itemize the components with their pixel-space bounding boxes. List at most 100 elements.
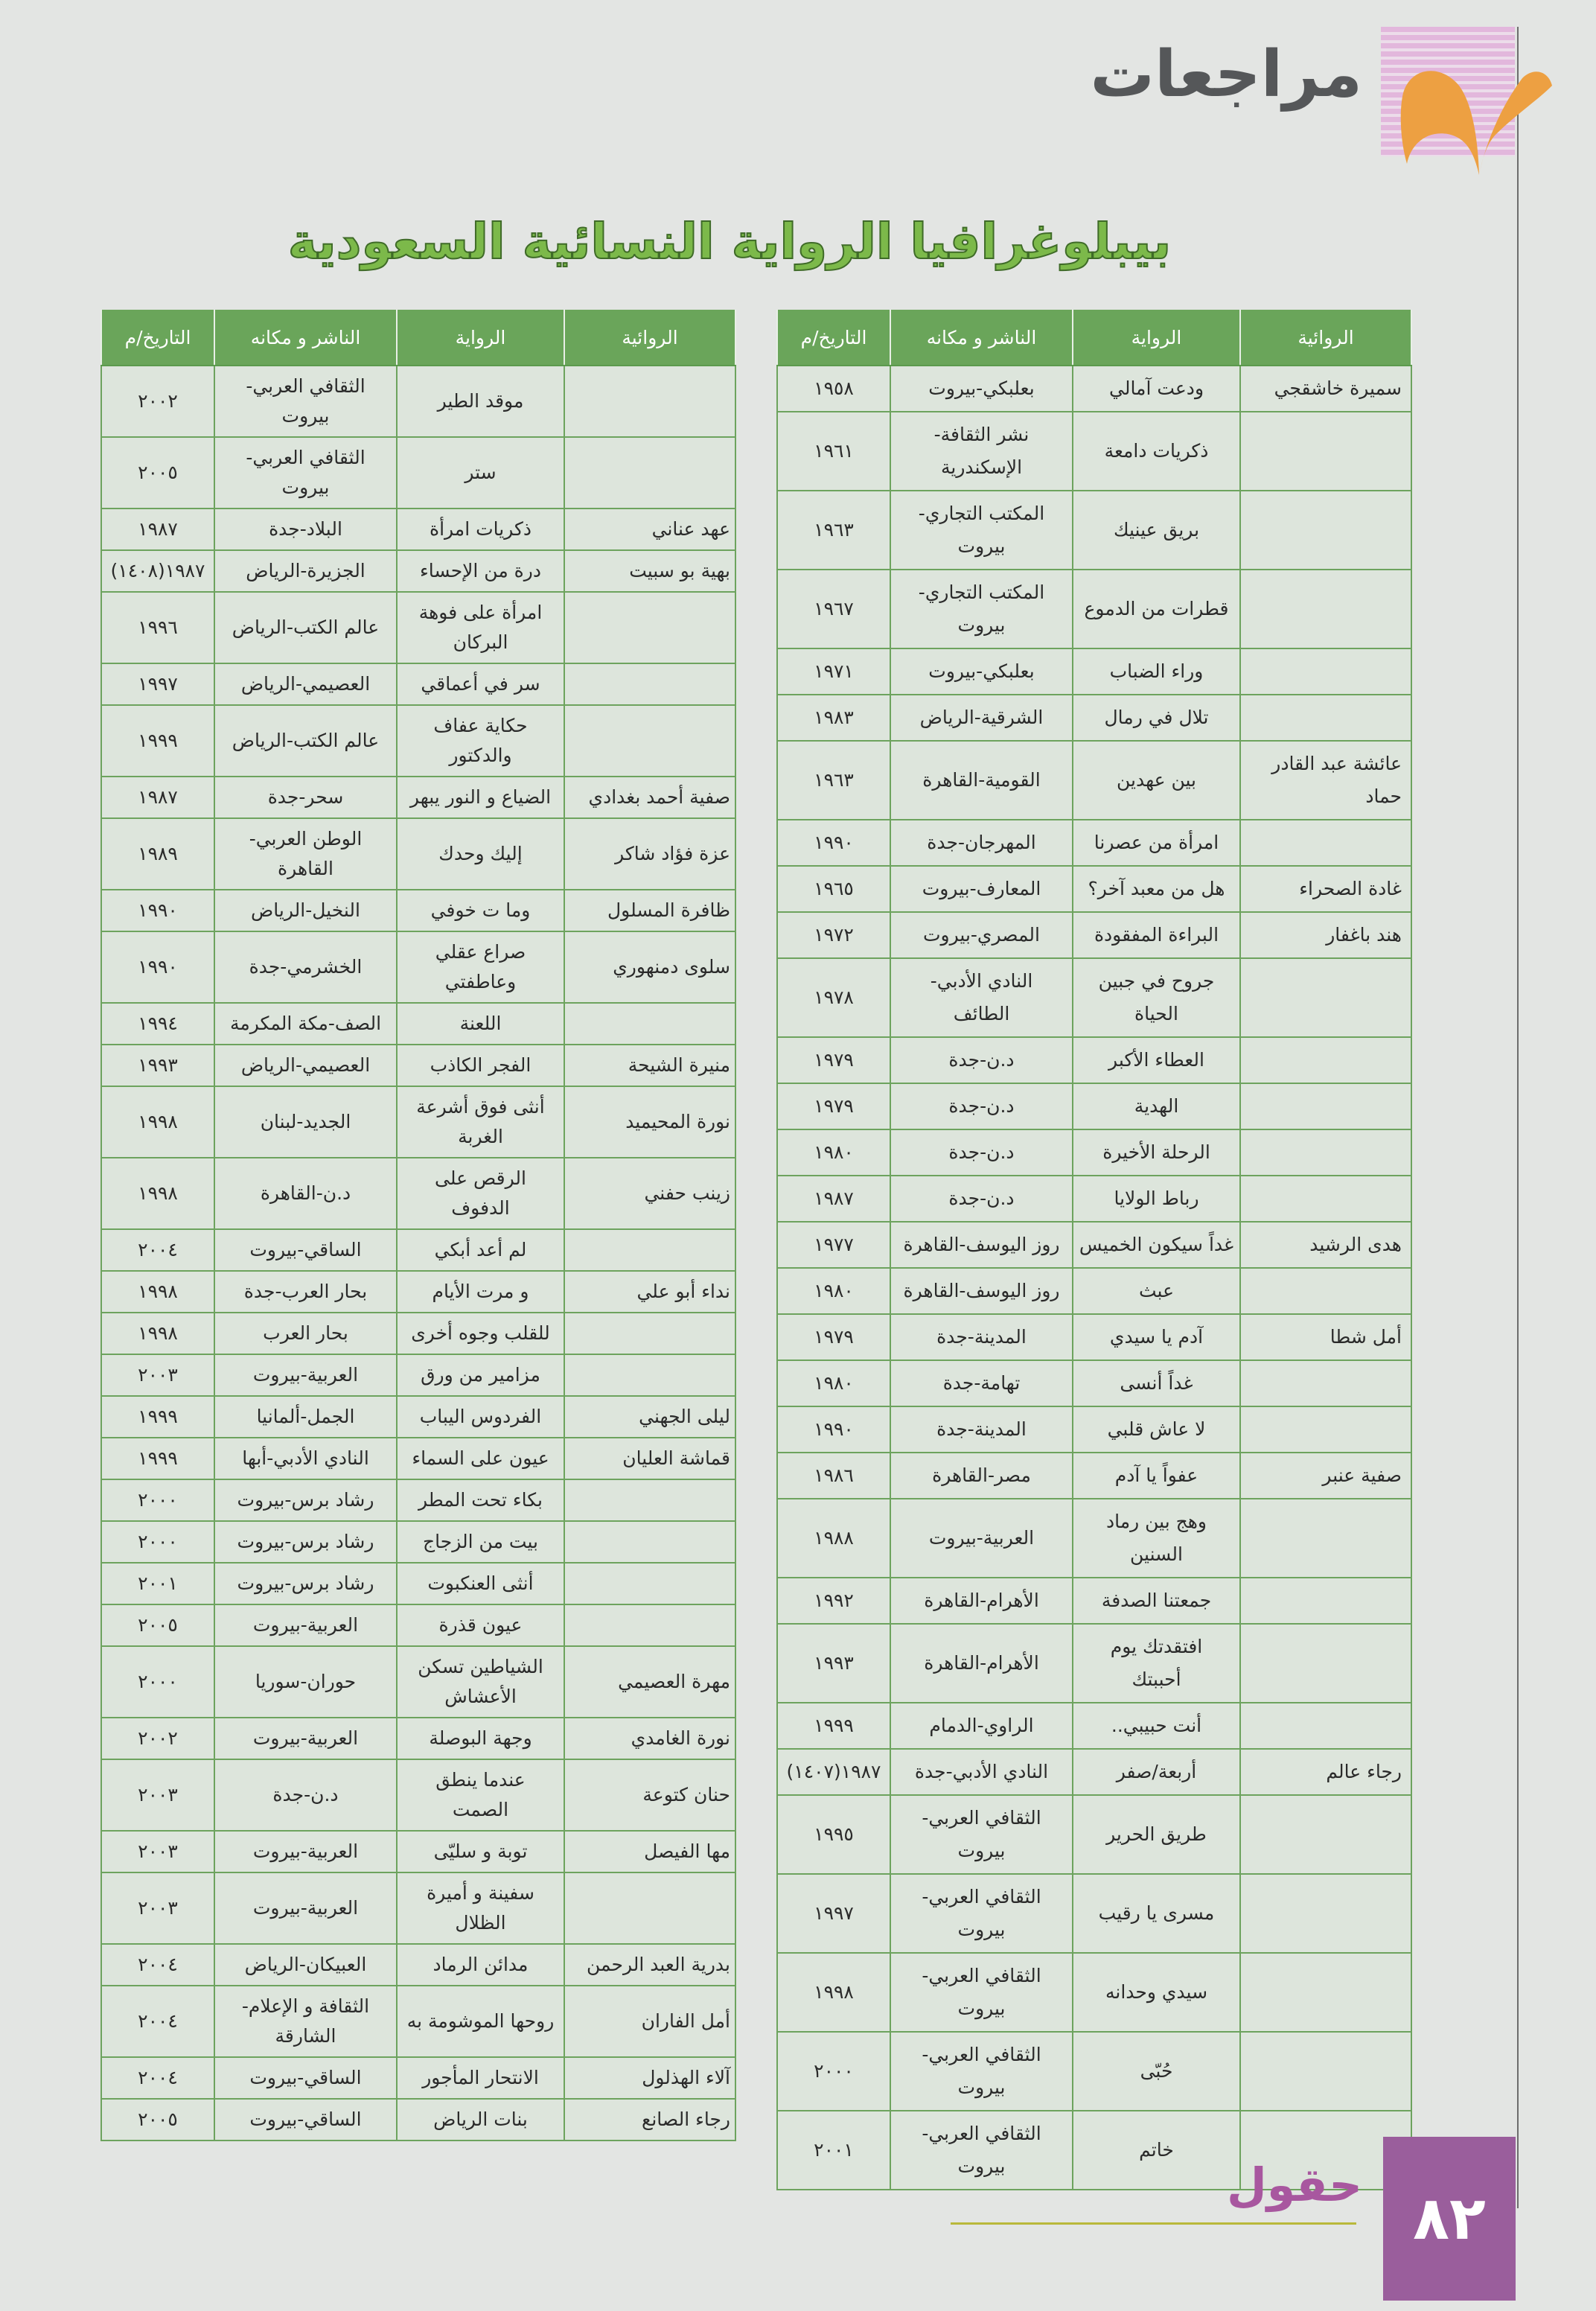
cell-author: مها الفيصل bbox=[564, 1830, 736, 1873]
table-header-row: الروائية الرواية الناشر و مكانه التاريخ/… bbox=[776, 310, 1412, 366]
cell-author bbox=[564, 591, 736, 664]
cell-novel: أربعة/صفر bbox=[1072, 1748, 1241, 1796]
cell-publisher: المدينة-جدة bbox=[890, 1313, 1073, 1361]
cell-publisher: روز اليوسف-القاهرة bbox=[890, 1267, 1073, 1315]
cell-publisher: د.ن-جدة bbox=[214, 1759, 398, 1832]
cell-novel: أنثى فوق أشرعة الغربة bbox=[396, 1086, 565, 1158]
cell-date: ١٩٩٠ bbox=[100, 931, 215, 1004]
cell-novel: بين عهدين bbox=[1072, 740, 1241, 820]
cell-date: ١٩٨٧ bbox=[100, 508, 215, 551]
table-row: قطرات من الدموع المكتب التجاري- بيروت ١٩٦٧ bbox=[776, 569, 1412, 649]
cell-publisher: الجمل-ألمانيا bbox=[214, 1395, 398, 1438]
cell-novel: وجهة البوصلة bbox=[396, 1717, 565, 1760]
table-row: نورة الغامدي وجهة البوصلة العربية-بيروت ٢٠٠… bbox=[100, 1717, 736, 1760]
table-row: عائشة عبد القادر حماد بين عهدين القومية-ال… bbox=[776, 740, 1412, 820]
cell-author: منيرة الشيحة bbox=[564, 1044, 736, 1087]
table-row: هند باغفار البراءة المفقودة المصري-بيروت ١٩… bbox=[776, 911, 1412, 959]
cell-author: سميرة خاشقجي bbox=[1239, 365, 1412, 412]
table-row: سر في أعماقي العصيمي-الرياض ١٩٩٧ bbox=[100, 663, 736, 706]
cell-novel: ستر bbox=[396, 436, 565, 509]
cell-author bbox=[564, 1312, 736, 1355]
table-row: سميرة خاشقجي ودعت آمالي بعلبكي-بيروت ١٩٥٨ bbox=[776, 365, 1412, 412]
table-row: غادة الصحراء هل من معبد آخر؟ المعارف-بيروت… bbox=[776, 865, 1412, 913]
cell-novel: بكاء تحت المطر bbox=[396, 1479, 565, 1522]
cell-publisher: الشرقية-الرياض bbox=[890, 694, 1073, 742]
cell-author: رجاء الصانع bbox=[564, 2098, 736, 2141]
cell-publisher: العصيمي-الرياض bbox=[214, 663, 398, 706]
cell-novel: لا عاش قلبي bbox=[1072, 1406, 1241, 1453]
cell-novel: مدائن الرماد bbox=[396, 1943, 565, 1986]
table-row: صفية أحمد بغدادي الضياع و النور يبهر سحر-ج… bbox=[100, 776, 736, 819]
cell-date: ١٩٦٣ bbox=[776, 490, 891, 570]
cell-publisher: رشاد برس-بيروت bbox=[214, 1562, 398, 1605]
column-header-novel: الرواية bbox=[396, 310, 565, 366]
table-row: منيرة الشيحة الفجر الكاذب العصيمي-الرياض ١٩… bbox=[100, 1044, 736, 1087]
table-row: ليلى الجهني الفردوس اليباب الجمل-ألمانيا ١٩… bbox=[100, 1395, 736, 1438]
table-row: بريق عينيك المكتب التجاري- بيروت ١٩٦٣ bbox=[776, 490, 1412, 570]
cell-novel: رباط الولايا bbox=[1072, 1175, 1241, 1223]
table-row: أنثى العنكبوت رشاد برس-بيروت ٢٠٠١ bbox=[100, 1562, 736, 1605]
cell-author bbox=[564, 663, 736, 706]
cell-author: عزة فؤاد شاكر bbox=[564, 817, 736, 890]
cell-author bbox=[564, 1604, 736, 1647]
cell-publisher: الثقافي العربي- بيروت bbox=[890, 1794, 1073, 1875]
cell-author bbox=[1239, 819, 1412, 867]
cell-publisher: تهامة-جدة bbox=[890, 1359, 1073, 1407]
cell-date: ١٩٥٨ bbox=[776, 365, 891, 412]
cell-date: ١٩٩٠ bbox=[100, 889, 215, 932]
cell-author bbox=[564, 436, 736, 509]
cell-publisher: الثقافي العربي- بيروت bbox=[890, 1873, 1073, 1954]
cell-novel: اللعنة bbox=[396, 1002, 565, 1045]
page-number: ٨٢ bbox=[1413, 2184, 1486, 2253]
cell-publisher: العربية-بيروت bbox=[890, 1498, 1073, 1578]
cell-publisher: النادي الأدبي-جدة bbox=[890, 1748, 1073, 1796]
cell-author bbox=[1239, 1406, 1412, 1453]
cell-date: ١٩٧٢ bbox=[776, 911, 891, 959]
cell-date: ١٩٧٨ bbox=[776, 957, 891, 1038]
cell-novel: توبة و سليّى bbox=[396, 1830, 565, 1873]
cell-date: ١٩٩٨ bbox=[776, 1952, 891, 2033]
cell-publisher: مصر-القاهرة bbox=[890, 1452, 1073, 1499]
cell-novel: مزامير من ورق bbox=[396, 1354, 565, 1397]
cell-date: ١٩٩٦ bbox=[100, 591, 215, 664]
cell-author bbox=[1239, 1498, 1412, 1578]
cell-date: ١٩٨٩ bbox=[100, 817, 215, 890]
cell-date: ٢٠٠٤ bbox=[100, 2056, 215, 2100]
table-row: بدرية العبد الرحمن مدائن الرماد العبيكان-ا… bbox=[100, 1943, 736, 1986]
huqool-logo-icon: حقول bbox=[1227, 2158, 1362, 2212]
cell-date: ١٩٨٧(١٤٠٧) bbox=[776, 1748, 891, 1796]
cell-author bbox=[1239, 1036, 1412, 1084]
table-row: عبث روز اليوسف-القاهرة ١٩٨٠ bbox=[776, 1267, 1412, 1315]
cell-date: ٢٠٠٣ bbox=[100, 1830, 215, 1873]
table-row: رجاء عالم أربعة/صفر النادي الأدبي-جدة ١٩٨٧(… bbox=[776, 1748, 1412, 1796]
cell-publisher: رشاد برس-بيروت bbox=[214, 1479, 398, 1522]
cell-date: ١٩٩٥ bbox=[776, 1794, 891, 1875]
cell-date: ١٩٩٤ bbox=[100, 1002, 215, 1045]
cell-novel: بريق عينيك bbox=[1072, 490, 1241, 570]
cell-publisher: الثقافي العربي- بيروت bbox=[890, 1952, 1073, 2033]
table-row: عهد عناني ذكريات امرأة البلاد-جدة ١٩٨٧ bbox=[100, 508, 736, 551]
table-row: مزامير من ورق العربية-بيروت ٢٠٠٣ bbox=[100, 1354, 736, 1397]
page-title: بيبلوغرافيا الرواية النسائية السعودية bbox=[287, 212, 1172, 271]
cell-novel: وهج بين رماد السنين bbox=[1072, 1498, 1241, 1578]
cell-publisher: العربية-بيروت bbox=[214, 1872, 398, 1945]
cell-novel: مسرى يا رقيب bbox=[1072, 1873, 1241, 1954]
cell-date: ١٩٨٦ bbox=[776, 1452, 891, 1499]
table-row: بيت من الزجاج رشاد برس-بيروت ٢٠٠٠ bbox=[100, 1520, 736, 1563]
cell-novel: سفينة و أميرة الظلال bbox=[396, 1872, 565, 1945]
table-row: جروح في جبين الحياة النادي الأدبي- الطائف… bbox=[776, 957, 1412, 1038]
cell-author: أمل الفاران bbox=[564, 1985, 736, 2058]
cell-author: ليلى الجهني bbox=[564, 1395, 736, 1438]
cell-author bbox=[564, 704, 736, 777]
column-header-publisher: الناشر و مكانه bbox=[214, 310, 398, 366]
table-row: أمل شطا آدم يا سيدي المدينة-جدة ١٩٧٩ bbox=[776, 1313, 1412, 1361]
table-row: حنان كتوعة عندما ينطق الصمت د.ن-جدة ٢٠٠٣ bbox=[100, 1759, 736, 1832]
cell-author: ظافرة المسلول bbox=[564, 889, 736, 932]
table-row: الهدية د.ن-جدة ١٩٧٩ bbox=[776, 1083, 1412, 1130]
cell-author: نورة المحيميد bbox=[564, 1086, 736, 1158]
cell-publisher: الخشرمي-جدة bbox=[214, 931, 398, 1004]
cell-author bbox=[1239, 2031, 1412, 2111]
cell-date: ١٩٧٩ bbox=[776, 1313, 891, 1361]
cell-author bbox=[1239, 1623, 1412, 1703]
cell-author bbox=[1239, 1577, 1412, 1625]
